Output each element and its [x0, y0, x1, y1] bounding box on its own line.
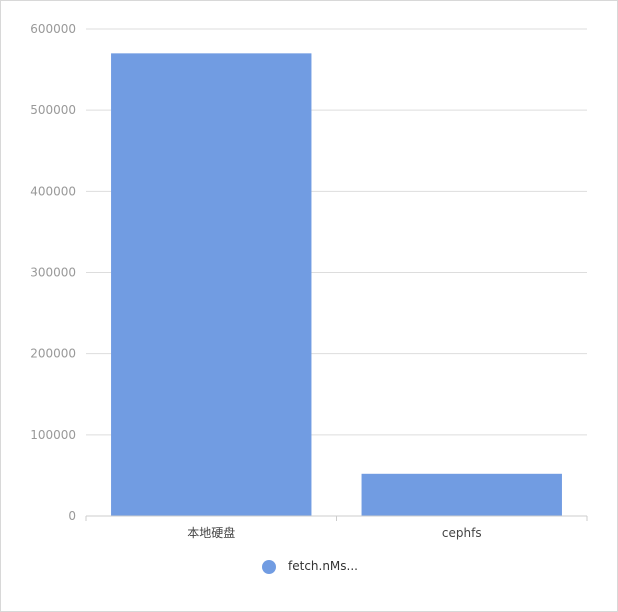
bars: [111, 53, 562, 516]
legend[interactable]: fetch.nMs...: [262, 559, 358, 574]
x-tick-label: cephfs: [442, 526, 482, 540]
legend-swatch-icon: [262, 560, 276, 574]
y-tick-label: 600000: [30, 22, 76, 36]
y-tick-label: 500000: [30, 103, 76, 117]
y-axis-ticks: 0 100000 200000 300000 400000 500000 600000: [30, 22, 76, 523]
x-axis-labels: 本地硬盘 cephfs: [187, 525, 481, 540]
y-tick-label: 400000: [30, 184, 76, 198]
y-tick-label: 300000: [30, 266, 76, 280]
legend-label: fetch.nMs...: [288, 559, 358, 573]
y-tick-label: 0: [68, 509, 76, 523]
bar-1[interactable]: [362, 474, 562, 516]
y-tick-label: 200000: [30, 347, 76, 361]
x-tick-label: 本地硬盘: [187, 525, 235, 540]
x-axis: [86, 516, 587, 521]
y-tick-label: 100000: [30, 428, 76, 442]
bar-0[interactable]: [111, 53, 311, 516]
